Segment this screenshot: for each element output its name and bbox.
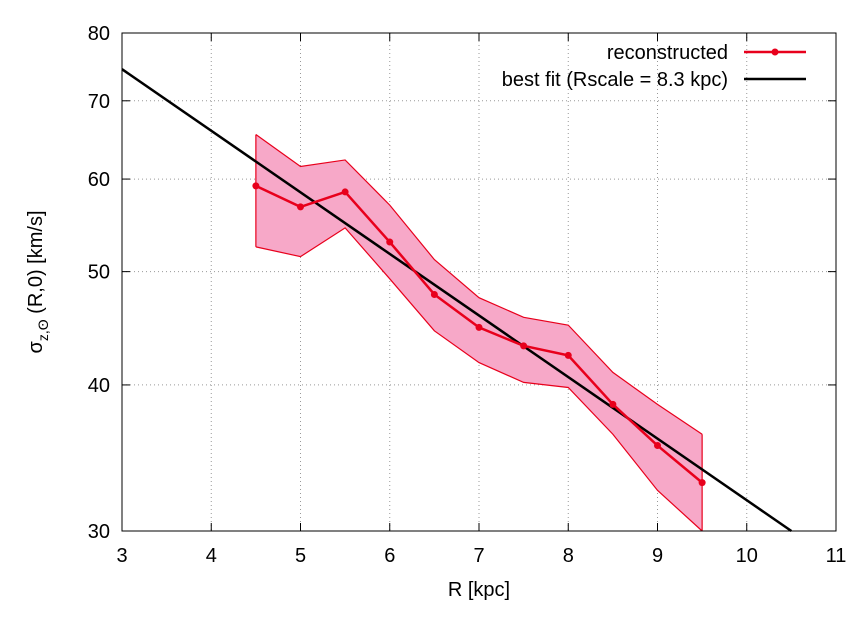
axis-ticks: 3 4 5 6 7 8 9 10 11 30 40 50 60 70 80 [88, 23, 847, 567]
y-tick-label: 50 [88, 262, 110, 284]
grid-lines [122, 33, 836, 531]
x-tick-label: 10 [736, 545, 758, 567]
reconstructed-point [698, 479, 706, 487]
y-tick-label: 80 [88, 23, 110, 45]
reconstructed-point [609, 400, 617, 408]
legend-label: reconstructed [607, 42, 728, 64]
reconstructed-point [564, 351, 572, 359]
x-tick-label: 11 [826, 545, 847, 567]
band-upper-edge [255, 134, 703, 435]
series-lines [121, 68, 793, 533]
reconstructed-point [520, 342, 528, 350]
best-fit-line [121, 68, 793, 533]
y-tick-label: 70 [88, 91, 110, 113]
x-tick-label: 5 [295, 545, 306, 567]
reconstructed-point [654, 442, 661, 450]
y-axis-label-sigma: σ [25, 341, 47, 354]
y-tick-label: 40 [88, 375, 110, 397]
legend-swatch-point [771, 48, 779, 56]
y-axis-label-subscript: z,ʘ [35, 319, 51, 341]
x-tick-label: 4 [206, 545, 217, 567]
legend: reconstructed best fit (Rscale = 8.3 kpc) [502, 42, 806, 91]
x-axis-label: R [kpc] [448, 579, 510, 601]
x-tick-label: 8 [563, 545, 574, 567]
reconstructed-point [475, 323, 483, 331]
reconstructed-point [430, 290, 438, 298]
x-tick-label: 9 [652, 545, 663, 567]
reconstructed-point [297, 203, 304, 211]
band-lower-edge [255, 227, 703, 532]
reconstructed-point [386, 238, 394, 246]
y-axis-label-rest: (R,0) [km/s] [25, 210, 47, 319]
x-tick-label: 6 [384, 545, 395, 567]
x-tick-label: 3 [116, 545, 127, 567]
y-axis-label: σz,ʘ (R,0) [km/s] [25, 210, 51, 353]
band-fill [255, 134, 703, 531]
y-tick-label: 30 [88, 521, 110, 543]
reconstructed-point [341, 188, 349, 196]
legend-label: best fit (Rscale = 8.3 kpc) [502, 69, 728, 91]
y-tick-label: 60 [88, 169, 110, 191]
reconstructed-point [252, 182, 260, 190]
x-tick-label: 7 [473, 545, 484, 567]
confidence-band [255, 134, 703, 532]
